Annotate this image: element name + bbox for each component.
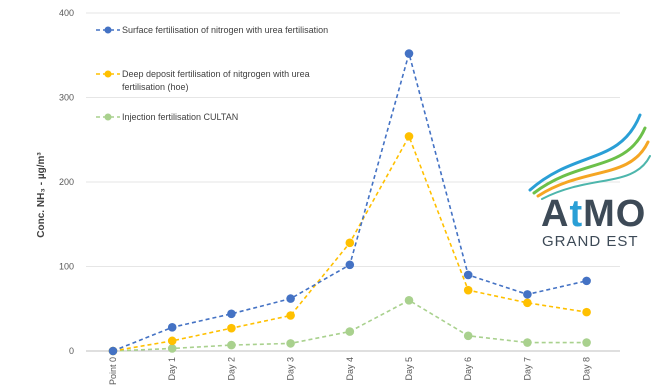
data-point xyxy=(404,49,414,58)
data-point xyxy=(345,327,355,336)
data-point xyxy=(523,298,532,308)
data-point xyxy=(463,331,473,341)
legend-marker xyxy=(104,26,112,34)
data-point xyxy=(463,285,473,295)
legend-item-3: Injection fertilisation CULTAN xyxy=(96,112,238,122)
legend-label: Deep deposit fertilisation of nitgrogen … xyxy=(122,69,310,92)
data-point xyxy=(286,311,295,320)
series-2 xyxy=(108,132,591,356)
grid-lines xyxy=(86,12,620,352)
data-point xyxy=(286,339,295,348)
y-tick-label: 300 xyxy=(59,93,74,103)
legend-label: Injection fertilisation CULTAN xyxy=(122,112,238,122)
legend-marker xyxy=(104,113,112,121)
logo-swoosh-icon xyxy=(528,113,651,200)
data-point xyxy=(523,290,532,299)
data-point xyxy=(167,344,177,353)
x-tick-label: Day 6 xyxy=(463,357,473,381)
x-tick-label: Point 0 xyxy=(108,357,118,385)
x-tick-label: Day 5 xyxy=(404,357,414,381)
legend-label: Surface fertilisation of nitrogen with u… xyxy=(122,25,328,35)
data-point xyxy=(345,238,355,248)
series-group xyxy=(108,49,591,356)
series-3 xyxy=(108,296,591,356)
atmo-logo: AtMO GRAND EST xyxy=(528,113,651,250)
data-point xyxy=(227,323,236,333)
series-1 xyxy=(108,49,591,356)
data-point xyxy=(108,346,118,356)
y-tick-label: 200 xyxy=(59,177,74,187)
data-point xyxy=(404,296,414,305)
data-point xyxy=(463,270,473,280)
y-tick-label: 400 xyxy=(59,8,74,18)
data-point xyxy=(167,336,177,346)
legend-item-2: Deep deposit fertilisation of nitgrogen … xyxy=(96,69,310,92)
data-point xyxy=(286,294,295,303)
x-tick-labels: Point 0 Day 1 Day 2 Day 3 Day 4 Day 5 Day 6 Day… xyxy=(108,357,592,385)
data-point xyxy=(582,276,591,286)
x-tick-label: Day 7 xyxy=(522,357,532,381)
logo-subtitle: GRAND EST xyxy=(542,233,639,250)
x-tick-label: Day 1 xyxy=(167,357,177,381)
logo-wordmark: AtMO xyxy=(541,193,646,235)
data-point xyxy=(345,260,355,270)
y-tick-labels: 0 100 200 300 400 xyxy=(59,8,74,356)
data-point xyxy=(582,307,591,317)
legend: Surface fertilisation of nitrogen with u… xyxy=(96,25,328,122)
data-point xyxy=(582,338,591,347)
y-axis-label: Conc. NH₃ - µg/m³ xyxy=(36,152,47,238)
legend-marker xyxy=(104,70,112,78)
x-tick-label: Day 8 xyxy=(582,357,592,381)
y-tick-label: 0 xyxy=(69,346,74,356)
legend-item-1: Surface fertilisation of nitrogen with u… xyxy=(96,25,328,35)
data-point xyxy=(167,323,177,332)
x-tick-label: Day 2 xyxy=(226,357,236,381)
x-tick-label: Day 4 xyxy=(345,357,355,381)
data-point xyxy=(227,340,236,350)
series-line xyxy=(112,50,587,352)
series-line xyxy=(112,299,587,352)
y-tick-label: 100 xyxy=(59,262,74,272)
data-point xyxy=(523,338,532,347)
x-tick-label: Day 3 xyxy=(286,357,296,381)
data-point xyxy=(404,132,414,141)
data-point xyxy=(227,309,236,319)
